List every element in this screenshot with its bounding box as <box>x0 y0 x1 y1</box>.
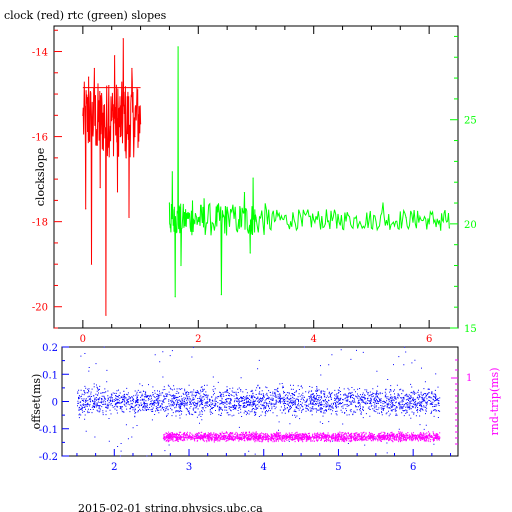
data-point-clock <box>134 135 136 138</box>
data-point-rtc <box>180 264 182 267</box>
data-point-clock <box>96 144 98 146</box>
x-tick-label-bottom: 3 <box>186 462 192 473</box>
data-point-rtc <box>243 192 246 194</box>
data-point-clock <box>122 38 124 40</box>
y-left-tick-label-bottom: -0.1 <box>39 425 58 436</box>
data-point-clock <box>111 118 113 121</box>
data-point-clock <box>108 84 110 87</box>
data-point-clock <box>116 191 119 193</box>
data-point-rtc <box>347 214 349 217</box>
data-point-rtc <box>382 202 384 204</box>
data-point-clock <box>131 67 133 70</box>
data-point-clock <box>99 187 101 189</box>
top-panel: 0 2 4 6 -14 -16 -18 -20 15 20 25 clockslope <box>32 25 477 345</box>
data-point-rtc <box>301 225 303 227</box>
y-left-tick-label: -20 <box>32 303 48 314</box>
data-point-clock <box>93 67 95 70</box>
data-point-rtc <box>290 221 292 223</box>
data-point-rtc <box>168 202 171 204</box>
data-point-clock <box>82 114 84 116</box>
data-point-rtc <box>440 229 442 231</box>
y-axis-label-roundtrip: rnd-trip(ms) <box>488 368 501 436</box>
data-point-rtc <box>278 212 280 215</box>
x-tick-label: 4 <box>311 334 317 345</box>
data-point-rtc <box>393 225 396 227</box>
data-point-clock <box>114 55 116 57</box>
data-point-rtc <box>336 227 338 229</box>
data-point-clock <box>125 157 127 159</box>
data-point-clock <box>128 216 130 219</box>
data-point-rtc <box>249 252 251 254</box>
data-point-rtc <box>428 223 430 225</box>
x-tick-label: 6 <box>426 334 432 345</box>
data-point-rtc <box>448 227 450 229</box>
y-axis-label-offset: offset(ms) <box>30 374 43 430</box>
data-point-clock <box>88 76 90 78</box>
data-point-rtc <box>405 217 407 219</box>
data-point-rtc <box>220 294 222 296</box>
chart-title: clock (red) rtc (green) slopes <box>4 9 167 22</box>
data-point-clock <box>85 208 87 210</box>
data-point-clock <box>102 127 104 129</box>
data-point-rtc <box>171 171 173 173</box>
y-left-tick-label-bottom: 0 <box>52 398 58 409</box>
data-point-rtc <box>215 221 217 223</box>
data-point-rtc <box>197 217 199 219</box>
y-right-tick-label: 25 <box>464 116 477 127</box>
y-axis-label: clockslope <box>34 148 47 206</box>
data-point-clock <box>139 123 142 125</box>
bottom-panel: 2 3 4 5 6 0.2 0.1 0 -0.1 -0.2 1 offset(ms) rnd-trip(… <box>30 343 501 473</box>
x-tick-label-bottom: 5 <box>335 462 341 473</box>
y-left-tick-label-bottom: -0.2 <box>39 452 58 463</box>
y-left-tick-label: -18 <box>32 218 48 229</box>
y-left-tick-label-bottom: 0.2 <box>42 343 58 354</box>
x-tick-label: 2 <box>195 334 201 345</box>
data-point-rtc <box>324 223 326 225</box>
x-tick-label-bottom: 6 <box>410 462 416 473</box>
y-left-tick-label-bottom: 0.1 <box>42 370 58 381</box>
x-tick-label-bottom: 4 <box>261 462 267 473</box>
y-right-tick-label: 20 <box>464 220 477 231</box>
data-point-clock <box>90 263 93 265</box>
y-right-tick-label: 15 <box>464 324 477 335</box>
data-point-rtc <box>313 219 315 221</box>
data-point-rtc <box>359 221 361 223</box>
data-point-rtc <box>226 206 228 208</box>
x-tick-label: 0 <box>80 334 86 345</box>
y-right-tick-label-bottom: 1 <box>466 373 472 384</box>
y-left-tick-label: -16 <box>32 133 48 144</box>
x-tick-label-bottom: 2 <box>111 462 117 473</box>
data-point-rtc <box>266 223 269 225</box>
series-line-rtc <box>168 46 450 297</box>
data-point-rtc <box>186 212 188 215</box>
data-point-rtc <box>370 227 373 229</box>
y-left-tick-label: -14 <box>32 48 48 59</box>
data-point-rtc <box>203 198 205 200</box>
data-point-clock <box>137 89 139 91</box>
data-point-rtc <box>177 46 179 48</box>
scatter-offset-points <box>77 346 441 457</box>
data-point-rtc <box>238 219 240 221</box>
data-point-clock <box>119 135 121 138</box>
data-point-clock <box>105 314 107 316</box>
data-point-rtc <box>255 217 257 219</box>
data-point-rtc <box>191 200 194 202</box>
footer-text: 2015-02-01 string.physics.ubc.ca <box>78 502 263 512</box>
scatter-roundtrip-points <box>162 431 441 443</box>
data-point-rtc <box>252 177 254 179</box>
data-point-rtc <box>174 296 176 298</box>
data-point-rtc <box>417 210 419 212</box>
